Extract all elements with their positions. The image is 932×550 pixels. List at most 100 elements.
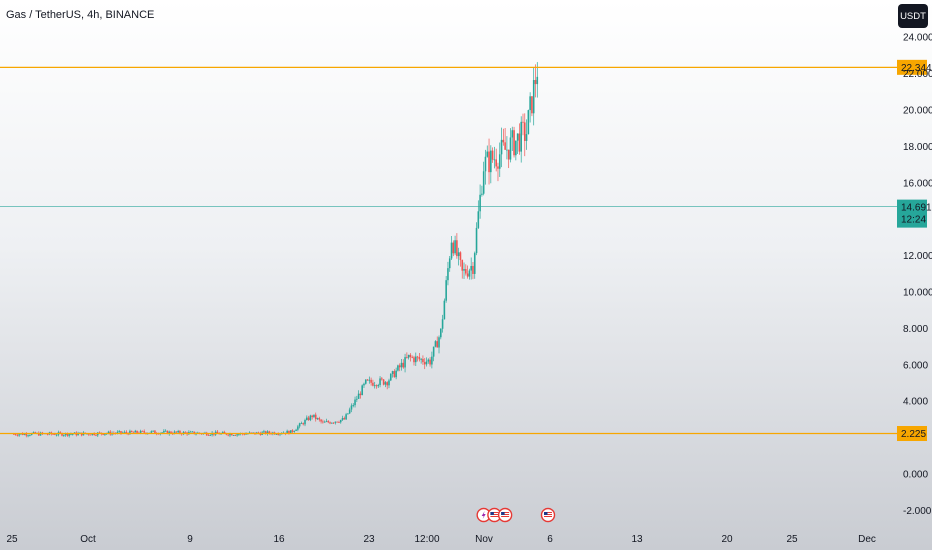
candle-body: [150, 431, 153, 433]
candle-body: [441, 319, 444, 329]
candle-body: [263, 431, 265, 433]
candle-body: [302, 423, 305, 425]
candle-body: [461, 260, 464, 271]
candle-body: [268, 431, 271, 434]
candle-body: [46, 434, 49, 435]
y-tick-label: 12.000: [903, 251, 932, 262]
candle-body: [320, 419, 322, 422]
candle-body: [386, 382, 388, 386]
candle-body: [154, 430, 156, 434]
y-tick-label: 8.000: [903, 324, 928, 335]
flag-stripe: [490, 512, 499, 513]
candle-body: [445, 280, 447, 301]
candle-body: [425, 361, 428, 365]
candle-body: [500, 139, 503, 155]
candle-body: [230, 433, 233, 436]
candle-body: [66, 433, 69, 436]
flag-canton: [501, 512, 505, 515]
candle-body: [531, 96, 533, 114]
candle-body: [486, 151, 489, 157]
candle-body: [338, 422, 340, 423]
candle-body: [484, 156, 487, 172]
candle-body: [229, 433, 231, 436]
candle-body: [373, 385, 376, 387]
candle-body: [491, 150, 494, 160]
candle-body: [409, 354, 412, 357]
candle-body: [152, 430, 154, 432]
price-axis[interactable]: 24.000 22.000 20.000 18.000 16.000 12.000 10.0…: [903, 33, 932, 517]
candle-body: [95, 434, 97, 436]
candle-body: [25, 433, 28, 436]
candle-body: [527, 110, 530, 135]
candle-body: [438, 337, 440, 348]
candle-body: [532, 80, 535, 114]
candle-body: [102, 433, 104, 435]
candle-body: [370, 379, 372, 383]
candle-body: [309, 415, 312, 421]
candle-body: [382, 379, 385, 385]
candle-body: [331, 422, 333, 424]
x-tick-label: 12:00: [414, 534, 439, 545]
candle-body: [89, 434, 92, 436]
flag-stripe: [501, 516, 510, 517]
candle-body: [452, 242, 455, 254]
flag-stripe: [501, 514, 510, 515]
candle-body: [347, 413, 349, 415]
candle-body: [170, 431, 172, 434]
candle-body: [291, 430, 294, 432]
candle-body: [266, 431, 269, 434]
time-axis[interactable]: 25 Oct 9 16 23 12:00 Nov 6 13 20 25 Dec: [6, 534, 875, 545]
candle-body: [502, 139, 505, 143]
y-tick-label: 16.000: [903, 178, 932, 189]
y-tick-label: -2.000: [903, 506, 932, 517]
candle-body: [311, 415, 313, 418]
y-tick-label: 22.000: [903, 69, 932, 80]
candle-body: [356, 398, 358, 400]
candle-body: [71, 434, 74, 435]
candle-body: [334, 421, 337, 423]
candle-body: [520, 121, 522, 152]
candle-body: [395, 370, 397, 378]
candle-body: [420, 358, 422, 360]
candle-body: [63, 434, 65, 436]
candle-body: [243, 433, 246, 435]
candle-body: [132, 431, 135, 433]
candle-body: [345, 414, 347, 420]
candle-body: [393, 371, 396, 378]
candle-body: [384, 382, 387, 385]
candle-body: [161, 432, 163, 434]
candle-body: [216, 431, 219, 434]
candle-body: [350, 405, 353, 410]
x-tick-label: Nov: [475, 534, 493, 545]
candle-body: [120, 431, 122, 434]
y-tick-label: 20.000: [903, 106, 932, 117]
candle-body: [32, 432, 35, 434]
candle-body: [454, 240, 456, 254]
candle-body: [359, 393, 362, 396]
candle-body: [313, 414, 315, 418]
candle-body: [525, 134, 528, 141]
candle-body: [30, 433, 33, 436]
candle-body: [457, 252, 460, 257]
candle-body: [322, 421, 324, 423]
candle-body: [411, 356, 414, 358]
candle-body: [416, 356, 419, 358]
candle-body: [364, 379, 367, 384]
candle-body: [513, 130, 515, 156]
candle-body: [238, 434, 240, 435]
candle-body: [288, 430, 290, 435]
candle-body: [77, 433, 79, 436]
candle-body: [141, 430, 144, 432]
candle-body: [447, 268, 449, 281]
candle-body: [59, 432, 62, 434]
x-tick-label: 6: [547, 534, 553, 545]
candle-body: [227, 434, 229, 436]
candle-body: [234, 435, 237, 436]
flag-canton: [544, 512, 548, 515]
quote-currency-button[interactable]: USDT: [898, 4, 928, 28]
candle-body: [381, 378, 383, 380]
candle-body: [295, 429, 297, 431]
y-tick-label: 24.000: [903, 33, 932, 44]
